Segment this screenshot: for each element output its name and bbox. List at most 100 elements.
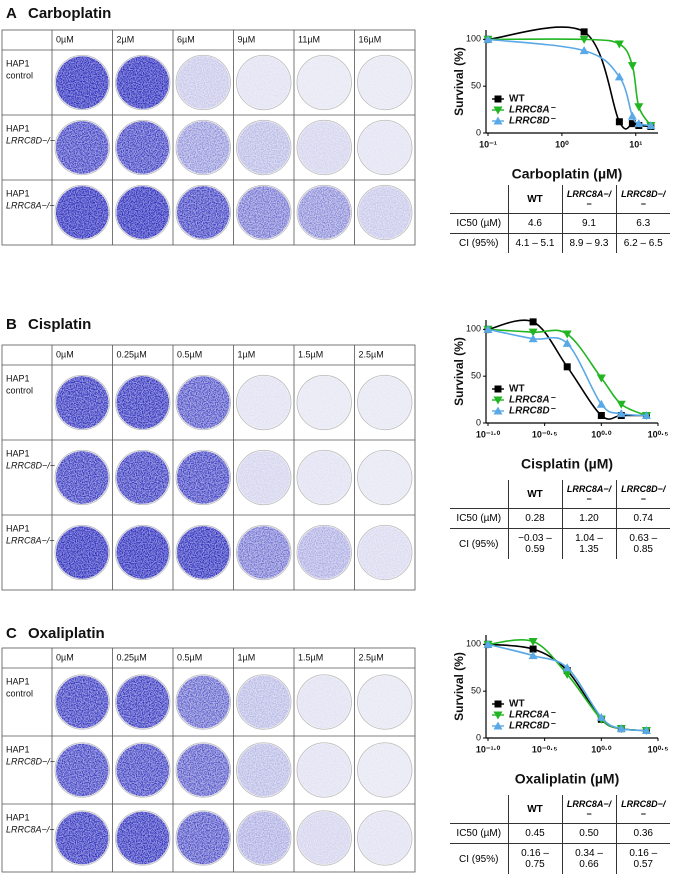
row-label: IC50 (µM)	[450, 213, 509, 234]
cell-line-label: control	[6, 688, 33, 698]
dose-label: 11µM	[298, 34, 320, 44]
legend-label: WT	[509, 384, 525, 395]
dish-colonies	[56, 376, 109, 429]
dose-label: 0.5µM	[177, 652, 202, 662]
dish-colonies	[358, 186, 411, 239]
dish-colonies	[177, 675, 230, 729]
corner-cell	[450, 480, 509, 509]
grid-frame	[1, 647, 416, 873]
table-cell: 0.45	[508, 823, 563, 844]
dish	[357, 674, 413, 730]
cell-line-label: HAP1	[6, 676, 30, 686]
dish	[357, 449, 413, 506]
dish-colonies	[237, 743, 290, 797]
chart: 0 50 100 10⁻¹·⁰ 10⁻⁰·⁵ 10⁰·⁰ 10⁰·⁵ Survival (%)…	[452, 635, 668, 787]
cell-line-label: HAP1	[6, 123, 30, 133]
point	[628, 120, 636, 128]
y-tick-label: 100	[466, 34, 481, 44]
panel-title: Oxaliplatin	[28, 625, 105, 642]
dish-colonies	[298, 675, 351, 729]
dish-colonies	[56, 186, 109, 239]
x-tick-label: 10⁰·⁵	[648, 744, 669, 754]
dose-label: 2.5µM	[359, 349, 384, 359]
column-header: LRRC8D−/−	[616, 795, 670, 824]
dish-colonies	[298, 526, 351, 579]
x-axis-label: Carboplatin (µM)	[512, 166, 623, 182]
dish-colonies	[116, 451, 169, 504]
column-header: LRRC8D−/−	[616, 185, 670, 214]
point	[597, 412, 605, 420]
dose-label: 0.5µM	[177, 349, 202, 359]
table-cell: 9.1	[562, 213, 617, 234]
table-row: IC50 (µM) 4.6 9.1 6.3	[450, 213, 670, 234]
row-label: CI (95%)	[450, 233, 509, 253]
point	[563, 363, 571, 371]
point	[528, 638, 538, 647]
corner-cell	[450, 795, 509, 824]
point	[596, 374, 606, 383]
corner-cell	[450, 185, 509, 214]
dish	[296, 54, 352, 111]
dish-colonies	[237, 526, 290, 579]
dish-colonies	[298, 743, 351, 797]
point	[529, 318, 537, 326]
row-label: CI (95%)	[450, 843, 509, 874]
point	[615, 118, 623, 126]
dish-colonies	[116, 121, 169, 174]
table-cell: 4.6	[508, 213, 563, 234]
dish-colonies	[177, 186, 230, 239]
legend-label: WT	[509, 699, 525, 710]
table-cell: 8.9 – 9.3	[562, 233, 617, 253]
y-tick-label: 100	[466, 639, 481, 649]
row-label: CI (95%)	[450, 528, 509, 559]
point	[614, 72, 624, 81]
point	[579, 46, 589, 55]
point	[614, 40, 624, 49]
table-header: WT LRRC8A−/− LRRC8D−/−	[450, 185, 670, 214]
x-tick-label: 10⁰	[555, 139, 569, 149]
dish-colonies	[56, 675, 109, 729]
cell-line-label: LRRC8D−/−	[6, 135, 55, 145]
dish-colonies	[56, 526, 109, 579]
chart: 0 50 100 10⁻¹·⁰ 10⁻⁰·⁵ 10⁰·⁰ 10⁰·⁵ Survival (%)…	[452, 318, 668, 472]
x-tick-label: 10⁻⁰·⁵	[532, 744, 558, 754]
row-label: IC50 (µM)	[450, 823, 509, 844]
column-header: WT	[508, 480, 563, 509]
grid-frame	[1, 29, 416, 246]
y-tick-label: 0	[476, 732, 481, 742]
ic50-table: WT LRRC8A−/− LRRC8D−/− IC50 (µM) 4.6 9.1 6.3 CI…	[450, 185, 670, 253]
cell-line-label: HAP1	[6, 812, 30, 822]
column-header: LRRC8A−/−	[562, 185, 617, 214]
dish	[357, 742, 413, 798]
table-cell: 0.63 – 0.85	[629, 533, 658, 555]
dish-colonies	[116, 56, 169, 109]
x-tick-label: 10⁰·⁰	[591, 429, 612, 439]
table-cell: 0.74	[616, 508, 670, 529]
cell-line-label: control	[6, 385, 33, 395]
table-row: CI (95%) −0.03 – 0.59 1.04 – 1.35 0.63 – 0.…	[450, 528, 670, 559]
dish-colonies	[298, 121, 351, 174]
cell-line-label: LRRC8A−/−	[6, 535, 55, 545]
table-cell: 1.04 – 1.35	[562, 528, 617, 559]
dish-colonies	[177, 811, 230, 865]
legend-label: LRRC8A⁻	[509, 105, 557, 116]
point	[646, 121, 656, 130]
dish-colonies	[298, 56, 351, 109]
curve	[487, 328, 647, 417]
column-header: WT	[508, 795, 563, 824]
point	[528, 328, 538, 337]
dish-colonies	[358, 811, 411, 865]
column-header: LRRC8A−/−	[562, 480, 617, 509]
table-row: CI (95%) 4.1 – 5.1 8.9 – 9.3 6.2 – 6.5	[450, 233, 670, 253]
point	[483, 324, 493, 333]
dish-colonies	[56, 451, 109, 504]
point	[616, 409, 626, 418]
dish-colonies	[237, 56, 290, 109]
dish	[357, 54, 413, 111]
dish-colonies	[237, 121, 290, 174]
table-row: IC50 (µM) 0.28 1.20 0.74	[450, 508, 670, 529]
point	[528, 651, 538, 660]
legend-label: LRRC8D⁻	[509, 721, 557, 732]
point	[529, 645, 537, 653]
